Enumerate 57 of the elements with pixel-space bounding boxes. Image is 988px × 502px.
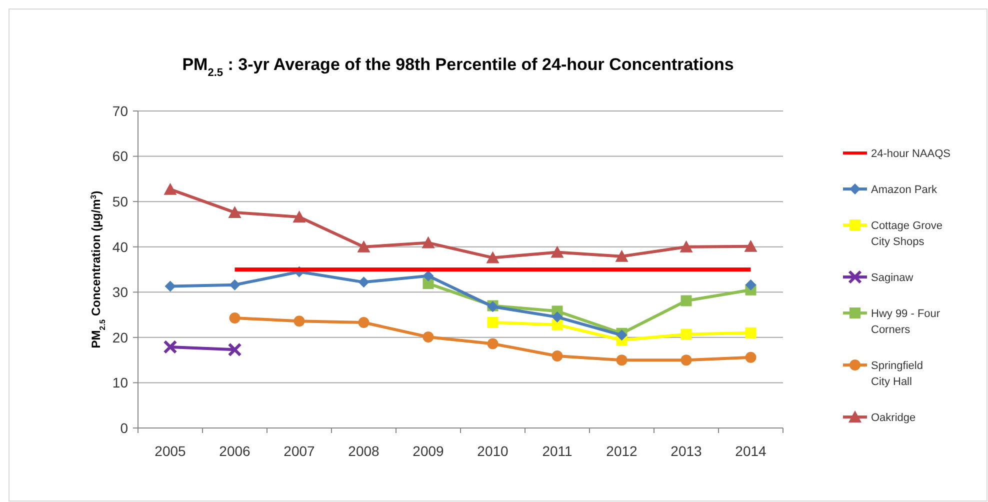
legend-label: Hwy 99 - Four Corners xyxy=(871,308,940,336)
y-tick-label: 10 xyxy=(112,374,128,391)
legend-label: Cottage Grove City Shops xyxy=(871,220,943,248)
point xyxy=(228,342,242,357)
point xyxy=(164,182,177,195)
point xyxy=(680,328,692,340)
legend-label: Springfield City Hall xyxy=(871,360,923,388)
point xyxy=(292,210,306,222)
point xyxy=(550,246,564,258)
point xyxy=(616,354,628,366)
legend-label: Oakridge xyxy=(871,412,916,424)
point xyxy=(487,338,498,350)
legend-label: 24-hour NAAQS xyxy=(871,148,950,160)
point xyxy=(357,240,370,252)
point xyxy=(294,316,305,327)
y-tick-label: 40 xyxy=(112,238,128,255)
x-tick-label: 2009 xyxy=(412,443,444,459)
x-tick-label: 2013 xyxy=(670,443,702,459)
point xyxy=(486,251,500,264)
point xyxy=(422,236,435,248)
point xyxy=(552,350,563,362)
chart-title: PM$_{2.5}$ : 3-yr Average of the 98th Percentile of 24-hour Concentrations xyxy=(182,55,734,79)
x-tick-label: 2008 xyxy=(348,443,380,459)
point xyxy=(680,240,693,252)
point xyxy=(745,352,756,363)
point xyxy=(164,280,176,292)
point xyxy=(228,206,242,218)
x-tick-label: 2005 xyxy=(154,443,186,459)
point xyxy=(422,331,434,342)
legend-label: Amazon Park xyxy=(871,184,938,196)
x-tick-label: 2014 xyxy=(735,443,767,459)
x-tick-label: 2006 xyxy=(219,443,251,459)
point xyxy=(680,354,692,366)
y-tick-label: 50 xyxy=(112,193,128,210)
point xyxy=(552,312,563,323)
point xyxy=(229,312,240,324)
x-tick-label: 2011 xyxy=(542,443,573,459)
x-tick-label: 2007 xyxy=(284,443,316,459)
point xyxy=(744,240,758,252)
point xyxy=(615,250,628,262)
point xyxy=(745,327,756,338)
point xyxy=(163,340,178,354)
y-tick-label: 30 xyxy=(112,284,128,300)
y-tick-label: 60 xyxy=(112,148,128,164)
point xyxy=(422,270,434,282)
point xyxy=(229,279,240,290)
point xyxy=(487,316,498,328)
y-tick-label: 20 xyxy=(112,329,128,346)
point xyxy=(358,276,370,288)
point xyxy=(358,316,370,328)
y-tick-label: 70 xyxy=(112,102,128,119)
point xyxy=(745,279,756,290)
x-tick-label: 2012 xyxy=(606,443,638,459)
legend-label: Saginaw xyxy=(871,272,914,284)
y-tick-label: 0 xyxy=(120,420,128,436)
point xyxy=(680,295,692,306)
x-tick-label: 2010 xyxy=(477,443,509,459)
